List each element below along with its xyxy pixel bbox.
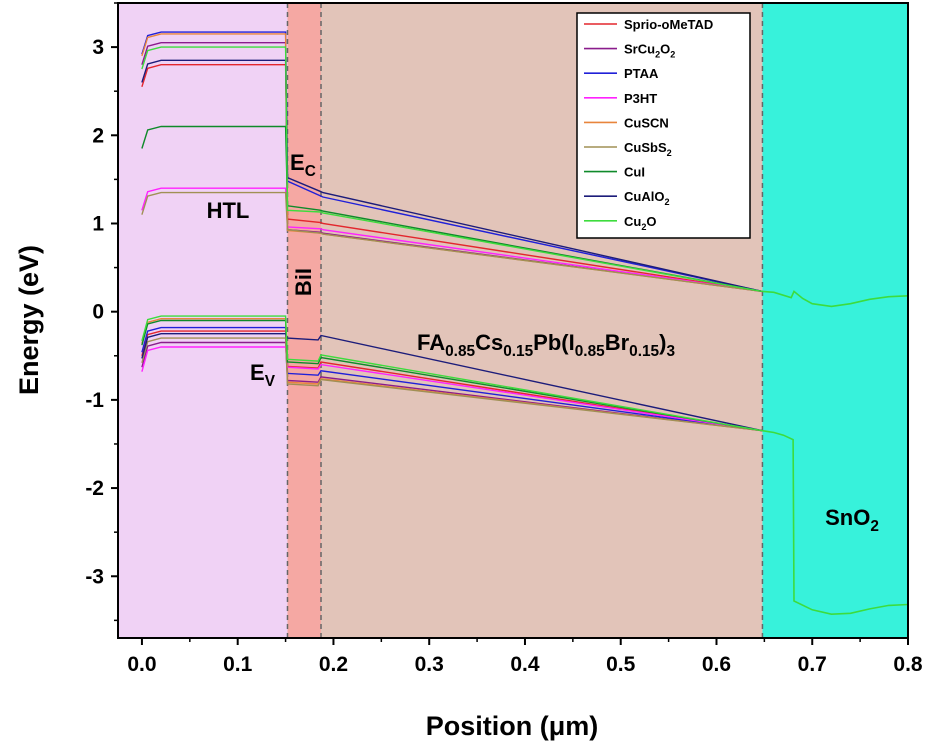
legend-box — [576, 12, 751, 239]
legend-label-cuscn: CuSCN — [624, 115, 669, 130]
y-tick-label: -3 — [85, 565, 104, 588]
y-tick-label: -2 — [85, 477, 104, 500]
region-label-htl: HTL — [207, 198, 250, 223]
y-tick-label: 0 — [92, 301, 104, 324]
y-tick-label: 3 — [92, 36, 104, 59]
series-cusbs2-valence-band — [141, 337, 763, 432]
region-boundaries — [286, 3, 764, 638]
x-tick-label: 0.1 — [223, 653, 253, 676]
y-tick-label: -1 — [85, 389, 104, 412]
region-etl — [762, 3, 908, 638]
region-bil — [287, 3, 322, 638]
y-axis-title: Energy (eV) — [14, 245, 44, 395]
legend-label-cusbs2: CuSbS2 — [624, 140, 672, 158]
plot-frame — [117, 2, 909, 639]
series-cu2o-conduction-band — [141, 46, 763, 293]
x-axis-ticks: 0.0 0.1 0.2 0.3 0.4 0.5 0.6 0.7 0.8 — [127, 638, 923, 676]
x-tick-label: 0.6 — [702, 653, 731, 676]
x-axis-title: Position (μm) — [426, 711, 599, 741]
legend-label-srcu2o2: SrCu2O2 — [624, 42, 675, 60]
legend-label-cu2o: Cu2O — [624, 214, 657, 232]
y-tick-label: 2 — [92, 124, 104, 147]
x-tick-label: 0.5 — [606, 653, 636, 676]
x-tick-label: 0.8 — [893, 653, 923, 676]
etl-conduction-band — [762, 290, 908, 308]
series-cusbs2-conduction-band — [141, 191, 763, 293]
legend-label-ptaa: PTAA — [624, 66, 659, 81]
x-tick-label: 0.3 — [415, 653, 444, 676]
x-tick-label: 0.2 — [319, 653, 348, 676]
band-lines — [141, 31, 908, 616]
x-tick-label: 0.7 — [798, 653, 827, 676]
legend-label-cui: CuI — [624, 165, 645, 180]
etl-valence-band — [762, 429, 908, 616]
x-tick-label: 0.0 — [127, 653, 156, 676]
y-tick-label: 1 — [92, 212, 104, 235]
legend-label-p3ht: P3HT — [624, 91, 657, 106]
legend-label-sprio-ometad: Sprio-oMeTAD — [624, 17, 713, 32]
region-backgrounds — [118, 3, 908, 638]
legend-label-cualo2: CuAlO2 — [624, 189, 670, 207]
region-label-bil: BiI — [291, 268, 316, 296]
series-cu2o-valence-band — [141, 315, 763, 432]
legend: Sprio-oMeTAD SrCu2O2 PTAA P3HT CuSCN CuSbS2 Cu… — [576, 12, 751, 239]
x-tick-label: 0.4 — [510, 653, 540, 676]
y-axis-ticks: -3 -2 -1 0 1 2 3 — [85, 2, 118, 622]
